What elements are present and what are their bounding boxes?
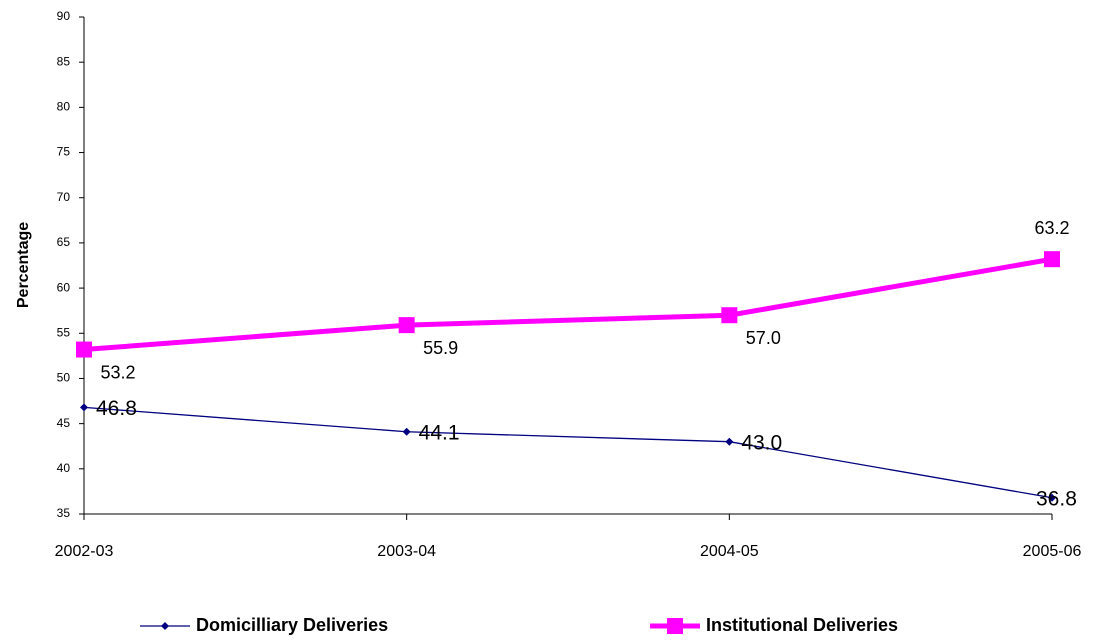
marker: [721, 307, 738, 324]
y-axis-label: Percentage: [15, 222, 32, 308]
legend-marker: [667, 618, 683, 634]
y-tick-label: 60: [57, 280, 71, 294]
data-label: 43.0: [741, 431, 782, 454]
data-label: 63.2: [1034, 218, 1069, 238]
marker: [725, 437, 734, 446]
x-tick-label: 2002-03: [55, 543, 114, 560]
marker: [80, 403, 88, 412]
data-label: 53.2: [100, 362, 135, 382]
y-tick-label: 90: [57, 9, 71, 23]
marker: [76, 341, 92, 358]
marker: [1044, 251, 1060, 268]
y-tick-label: 85: [57, 54, 71, 68]
series-line: [83, 406, 1053, 499]
data-label: 55.9: [423, 338, 458, 358]
y-tick-label: 35: [57, 506, 71, 520]
y-tick-label: 55: [57, 325, 71, 339]
y-tick-label: 40: [57, 461, 71, 475]
y-tick-label: 65: [57, 235, 71, 249]
y-tick-label: 50: [57, 371, 71, 385]
legend-marker: [161, 622, 169, 630]
data-label: 46.8: [96, 397, 137, 420]
x-tick-label: 2004-05: [700, 543, 759, 560]
x-tick-label: 2005-06: [1023, 543, 1082, 560]
y-tick-label: 80: [57, 100, 71, 114]
marker: [398, 317, 415, 334]
y-tick-label: 70: [57, 190, 71, 204]
data-label: 44.1: [419, 421, 460, 444]
y-tick-label: 45: [57, 416, 71, 430]
legend-label: Institutional Deliveries: [706, 615, 898, 635]
data-label: 57.0: [746, 328, 781, 348]
data-label: 36.8: [1036, 487, 1077, 510]
legend-label: Domicilliary Deliveries: [196, 615, 388, 635]
marker: [1048, 493, 1056, 502]
series-line: [83, 256, 1053, 353]
x-tick-label: 2003-04: [377, 543, 436, 560]
y-tick-label: 75: [57, 145, 71, 159]
marker: [402, 427, 411, 436]
